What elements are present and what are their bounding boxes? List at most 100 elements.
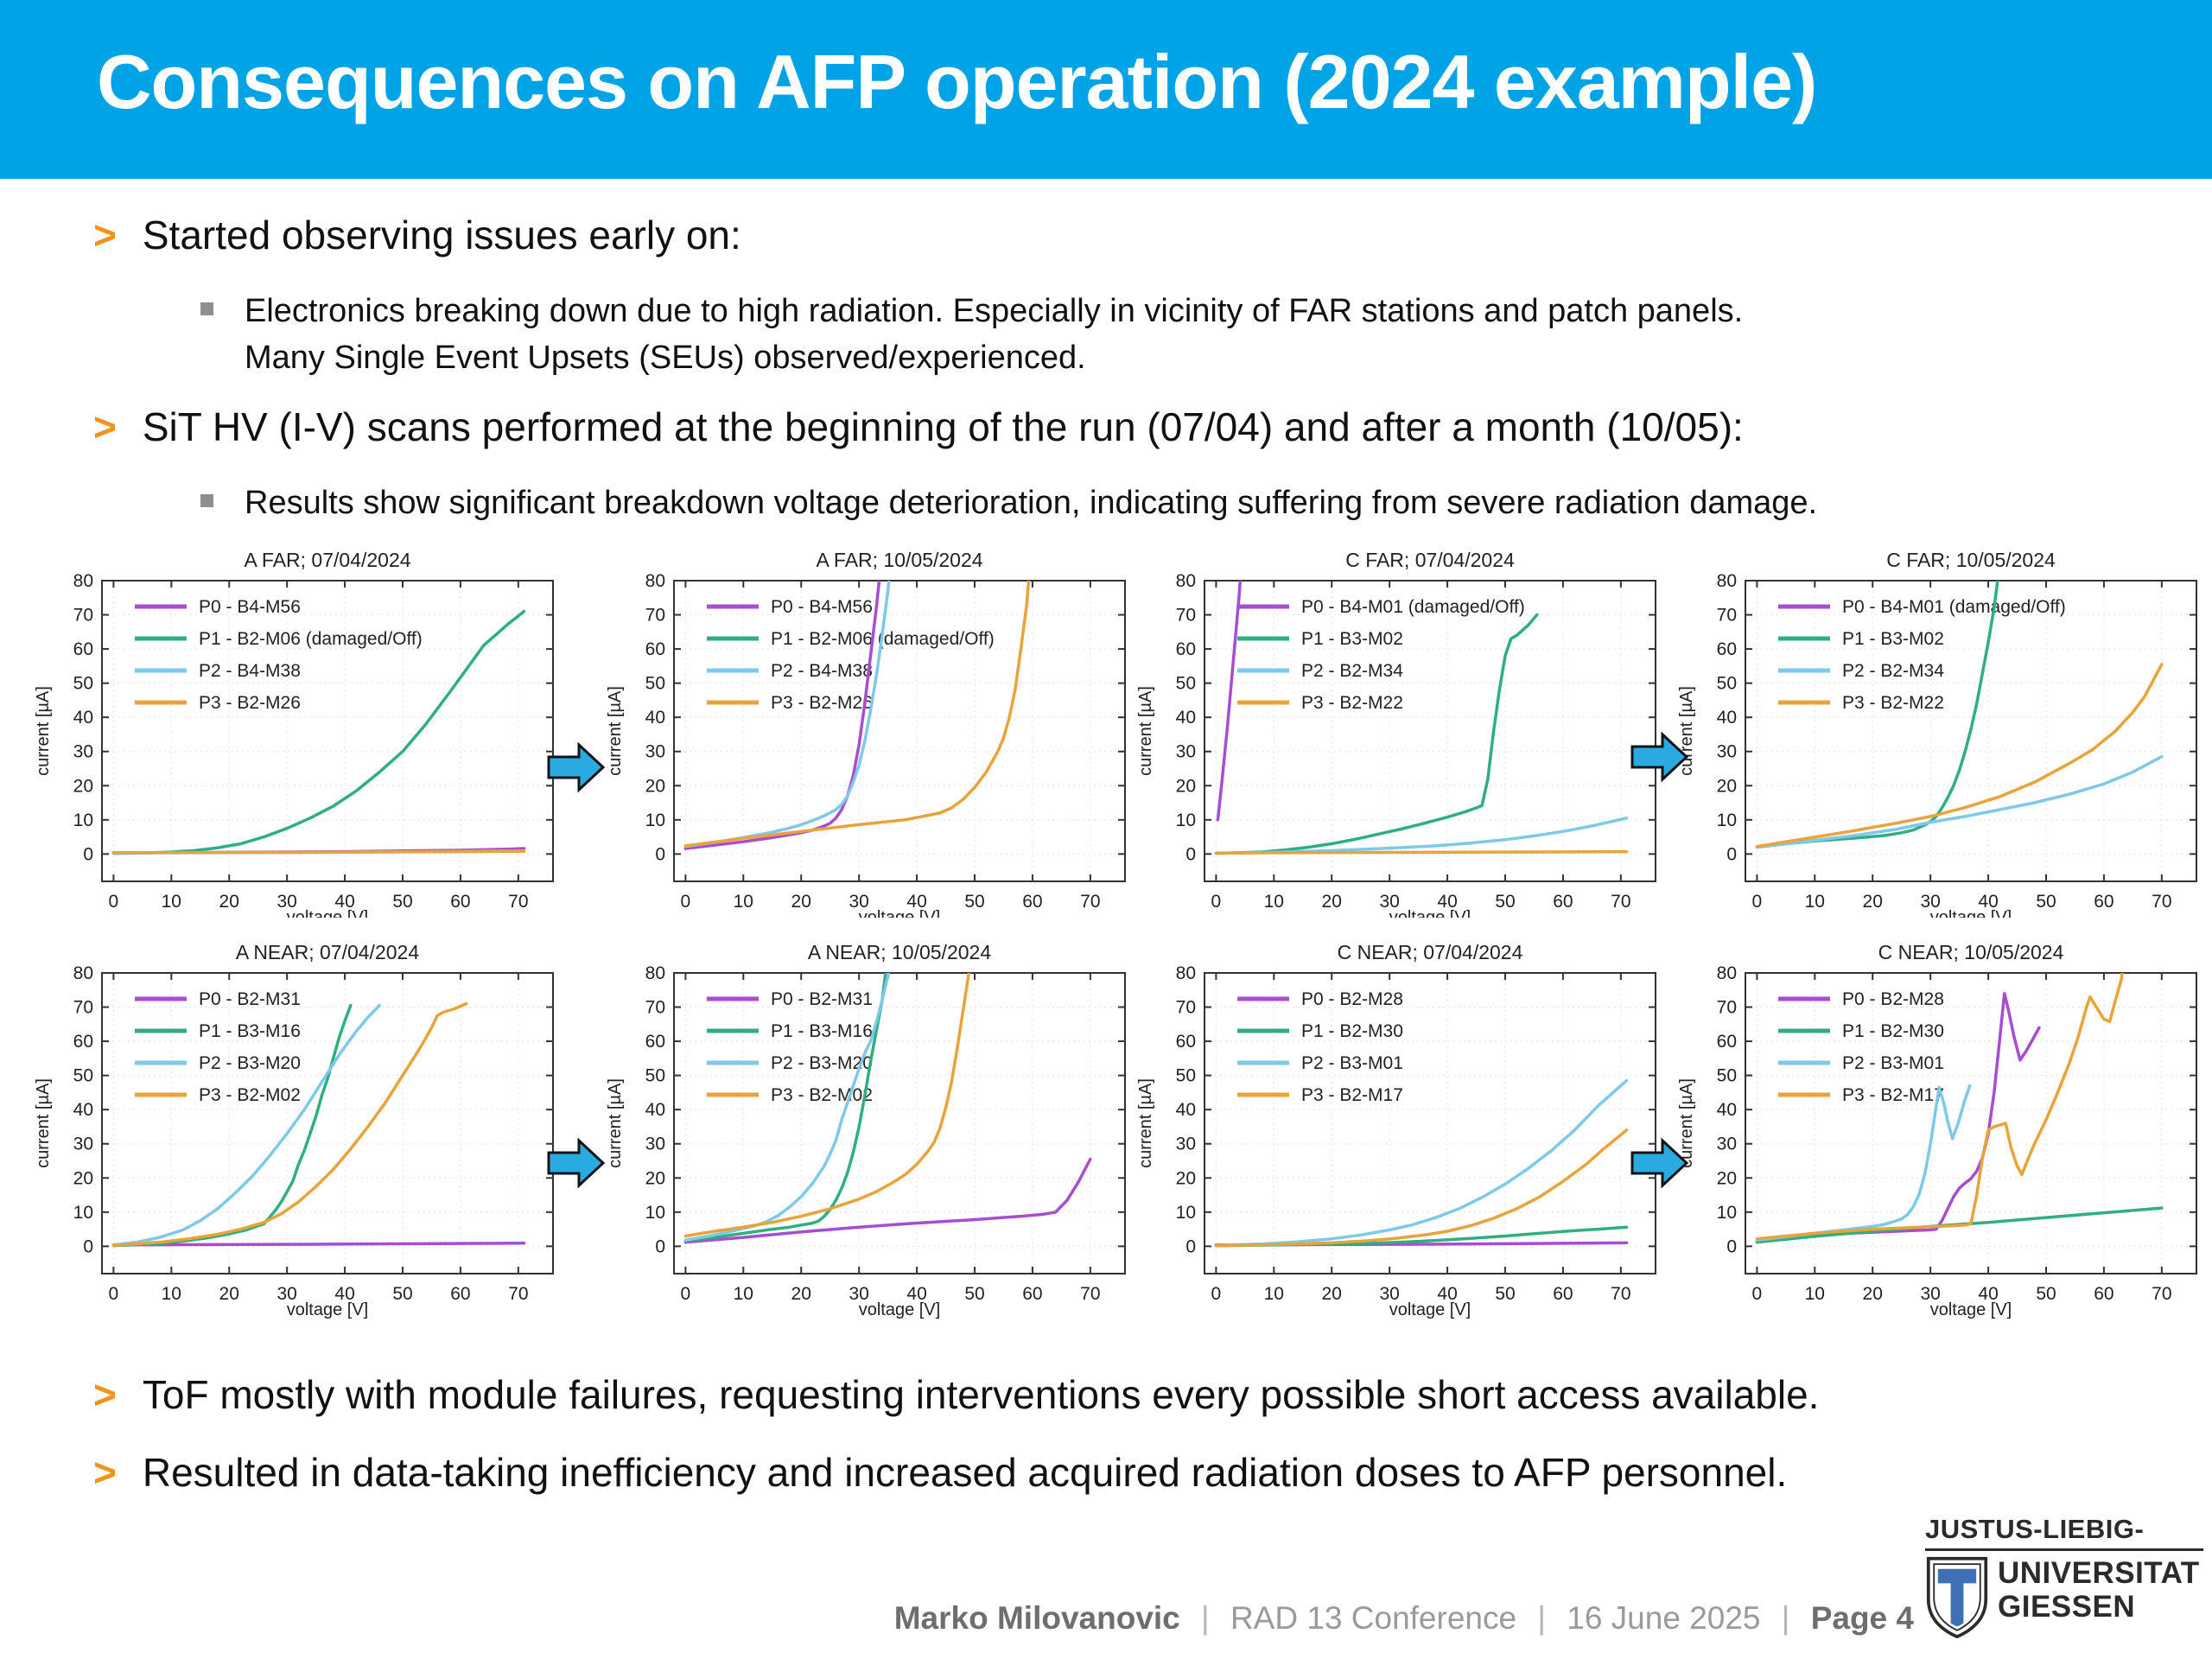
- svg-text:10: 10: [1264, 892, 1284, 912]
- bullet-2: > SiT HV (I-V) scans performed at the be…: [93, 404, 1744, 450]
- svg-text:10: 10: [1176, 1203, 1196, 1223]
- svg-text:60: 60: [2094, 1284, 2113, 1304]
- footer-conference: RAD 13 Conference: [1230, 1600, 1517, 1636]
- svg-text:A NEAR; 07/04/2024: A NEAR; 07/04/2024: [236, 941, 419, 963]
- svg-text:10: 10: [73, 1203, 93, 1223]
- svg-text:30: 30: [73, 1135, 93, 1154]
- svg-text:40: 40: [334, 1284, 354, 1304]
- svg-text:0: 0: [655, 844, 665, 864]
- svg-text:C NEAR; 07/04/2024: C NEAR; 07/04/2024: [1338, 941, 1523, 963]
- svg-text:50: 50: [645, 674, 665, 694]
- svg-text:P3 - B2-M02: P3 - B2-M02: [771, 1085, 873, 1105]
- svg-text:30: 30: [1920, 892, 1940, 912]
- svg-text:40: 40: [1717, 1100, 1737, 1120]
- svg-text:P0 - B4-M56: P0 - B4-M56: [771, 597, 873, 617]
- footer-separator: |: [1537, 1600, 1546, 1636]
- svg-text:P1 - B2-M30: P1 - B2-M30: [1301, 1021, 1403, 1041]
- svg-text:10: 10: [73, 810, 93, 830]
- svg-text:80: 80: [645, 963, 665, 983]
- svg-text:10: 10: [1717, 810, 1737, 830]
- svg-text:60: 60: [1176, 639, 1196, 659]
- svg-text:30: 30: [645, 1135, 665, 1154]
- svg-text:70: 70: [1080, 1284, 1100, 1304]
- svg-text:60: 60: [1022, 892, 1042, 912]
- svg-text:30: 30: [1379, 892, 1399, 912]
- bullet-4: > Resulted in data-taking inefficiency a…: [93, 1450, 1787, 1496]
- bullet-1-sub: Electronics breaking down due to high ra…: [200, 289, 1743, 382]
- svg-text:30: 30: [276, 892, 296, 912]
- svg-text:30: 30: [849, 1284, 868, 1304]
- svg-text:10: 10: [1264, 1284, 1284, 1304]
- right-arrow-icon: [546, 741, 607, 793]
- svg-text:P0 - B2-M31: P0 - B2-M31: [199, 989, 301, 1009]
- svg-text:C FAR; 10/05/2024: C FAR; 10/05/2024: [1886, 549, 2056, 571]
- university-logo: JUSTUS-LIEBIG- UNIVERSITAT GIESSEN: [1925, 1514, 2203, 1643]
- svg-text:0: 0: [1726, 1236, 1737, 1256]
- svg-text:70: 70: [1176, 998, 1196, 1018]
- svg-text:20: 20: [1717, 1168, 1737, 1188]
- svg-text:30: 30: [1176, 742, 1196, 762]
- svg-text:40: 40: [645, 708, 665, 728]
- svg-text:20: 20: [1176, 776, 1196, 796]
- svg-text:20: 20: [1322, 892, 1342, 912]
- svg-text:10: 10: [1176, 810, 1196, 830]
- svg-text:current [µA]: current [µA]: [606, 1078, 625, 1168]
- svg-text:P1 - B3-M02: P1 - B3-M02: [1301, 629, 1403, 649]
- svg-text:40: 40: [645, 1100, 665, 1120]
- svg-text:C FAR; 07/04/2024: C FAR; 07/04/2024: [1345, 549, 1515, 571]
- svg-text:20: 20: [1717, 776, 1737, 796]
- svg-text:70: 70: [1611, 1284, 1630, 1304]
- footer-separator: |: [1781, 1600, 1790, 1636]
- svg-text:50: 50: [73, 674, 93, 694]
- logo-rule: [1925, 1548, 2203, 1551]
- bullet-1: > Started observing issues early on:: [93, 213, 741, 258]
- svg-text:A FAR; 07/04/2024: A FAR; 07/04/2024: [244, 549, 410, 571]
- svg-text:70: 70: [1717, 998, 1737, 1018]
- svg-text:20: 20: [73, 776, 93, 796]
- svg-text:20: 20: [791, 1284, 811, 1304]
- svg-text:40: 40: [1717, 708, 1737, 728]
- svg-text:70: 70: [1176, 606, 1196, 626]
- svg-text:20: 20: [1322, 1284, 1342, 1304]
- svg-text:P2 - B3-M01: P2 - B3-M01: [1842, 1053, 1944, 1073]
- footer-author: Marko Milovanovic: [893, 1600, 1180, 1636]
- svg-text:10: 10: [645, 810, 665, 830]
- svg-text:30: 30: [645, 742, 665, 762]
- bullet-2-sub: Results show significant breakdown volta…: [200, 480, 1817, 527]
- svg-text:60: 60: [1717, 639, 1737, 659]
- chart-a-far-1005: 0 10 20 30 40 50 60 70 0 10 20 30 40 50 60 70 80 A FAR; 1…: [603, 546, 1139, 918]
- bullet-4-text: Resulted in data-taking inefficiency and…: [142, 1450, 1788, 1495]
- svg-text:60: 60: [2094, 892, 2113, 912]
- svg-text:current [µA]: current [µA]: [606, 686, 625, 776]
- svg-text:40: 40: [73, 1100, 93, 1120]
- svg-text:P3 - B2-M17: P3 - B2-M17: [1301, 1085, 1403, 1105]
- svg-text:30: 30: [73, 742, 93, 762]
- svg-text:P3 - B2-M17: P3 - B2-M17: [1842, 1085, 1944, 1105]
- svg-text:40: 40: [906, 1284, 926, 1304]
- footer: Marko Milovanovic | RAD 13 Conference | …: [0, 1600, 1914, 1637]
- svg-text:80: 80: [73, 963, 93, 983]
- svg-text:50: 50: [1495, 1284, 1515, 1304]
- svg-text:50: 50: [1176, 674, 1196, 694]
- svg-text:80: 80: [1717, 963, 1737, 983]
- svg-text:60: 60: [73, 1032, 93, 1052]
- svg-text:20: 20: [1863, 892, 1883, 912]
- svg-text:70: 70: [1080, 892, 1100, 912]
- svg-text:20: 20: [73, 1168, 93, 1188]
- svg-text:50: 50: [392, 892, 412, 912]
- svg-text:30: 30: [1717, 1135, 1737, 1154]
- svg-text:current [µA]: current [µA]: [1136, 686, 1155, 776]
- svg-text:0: 0: [681, 892, 691, 912]
- svg-text:P0 - B4-M56: P0 - B4-M56: [199, 597, 301, 617]
- svg-text:60: 60: [450, 892, 470, 912]
- svg-text:70: 70: [73, 606, 93, 626]
- svg-text:20: 20: [645, 776, 665, 796]
- logo-line1: JUSTUS-LIEBIG-: [1925, 1514, 2145, 1544]
- svg-text:70: 70: [2152, 892, 2171, 912]
- svg-text:60: 60: [1176, 1032, 1196, 1052]
- chart-c-far-1005: 0 10 20 30 40 50 60 70 0 10 20 30 40 50 60 70 80 C FAR; 1…: [1675, 546, 2210, 918]
- svg-text:current [µA]: current [µA]: [34, 686, 53, 776]
- svg-text:P1 - B3-M16: P1 - B3-M16: [199, 1021, 301, 1041]
- page-title: Consequences on AFP operation (2024 exam…: [97, 39, 1817, 124]
- svg-text:0: 0: [1211, 892, 1222, 912]
